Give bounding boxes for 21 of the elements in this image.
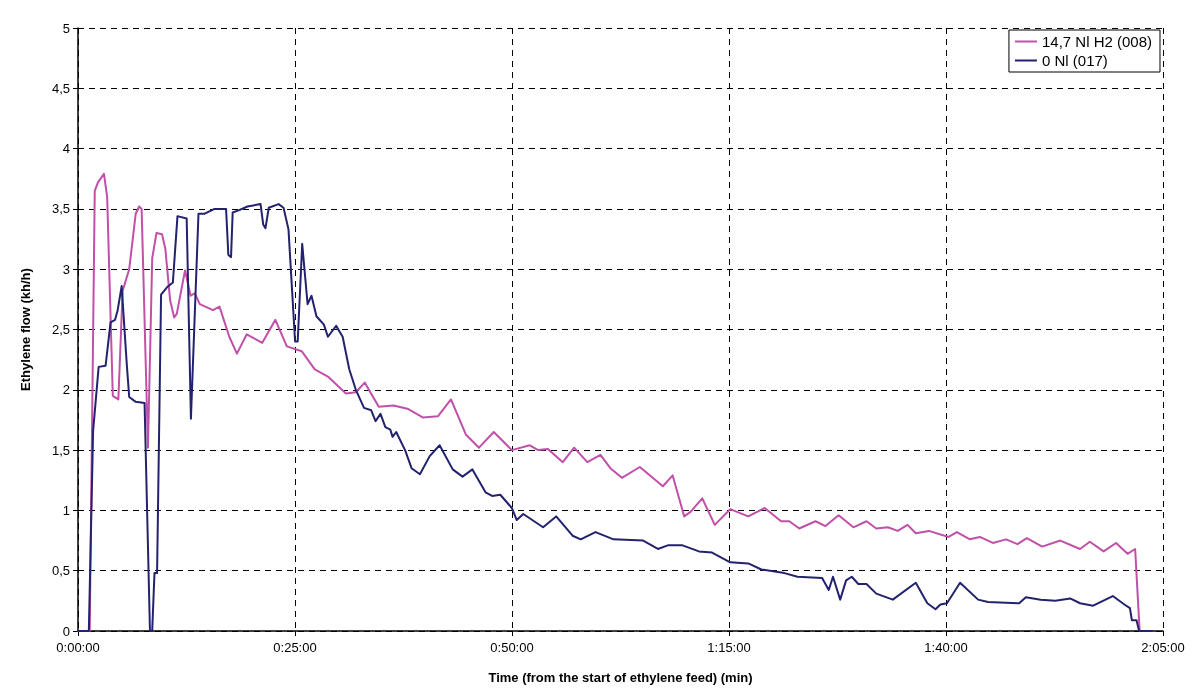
legend-label: 0 Nl (017) — [1041, 52, 1108, 69]
x-tick-label: 1:15:00 — [707, 640, 751, 655]
y-axis-title: Ethylene flow (kh/h) — [18, 268, 33, 391]
x-tick-label: 0:25:00 — [273, 640, 317, 655]
y-tick-label: 5 — [62, 20, 70, 36]
y-tick-label: 2 — [62, 382, 70, 398]
x-tick-label: 1:40:00 — [924, 640, 968, 655]
x-tick-label: 0:50:00 — [490, 640, 534, 655]
y-tick-label: 0 — [62, 623, 70, 639]
x-tick-label: 0:00:00 — [56, 640, 100, 655]
y-tick-label: 4 — [62, 141, 70, 157]
y-tick-label: 3,5 — [51, 201, 70, 217]
x-tick-label: 2:05:00 — [1141, 640, 1185, 655]
x-axis-title: Time (from the start of ethylene feed) (min) — [488, 670, 753, 685]
y-tick-label: 1 — [62, 502, 70, 518]
y-tick-label: 3 — [62, 261, 70, 277]
y-tick-label: 0,5 — [51, 563, 70, 579]
y-tick-label: 4,5 — [51, 80, 70, 96]
legend-label: 14,7 Nl H2 (008) — [1041, 33, 1153, 50]
y-tick-label: 1,5 — [51, 442, 70, 458]
y-tick-label: 2,5 — [51, 322, 70, 337]
